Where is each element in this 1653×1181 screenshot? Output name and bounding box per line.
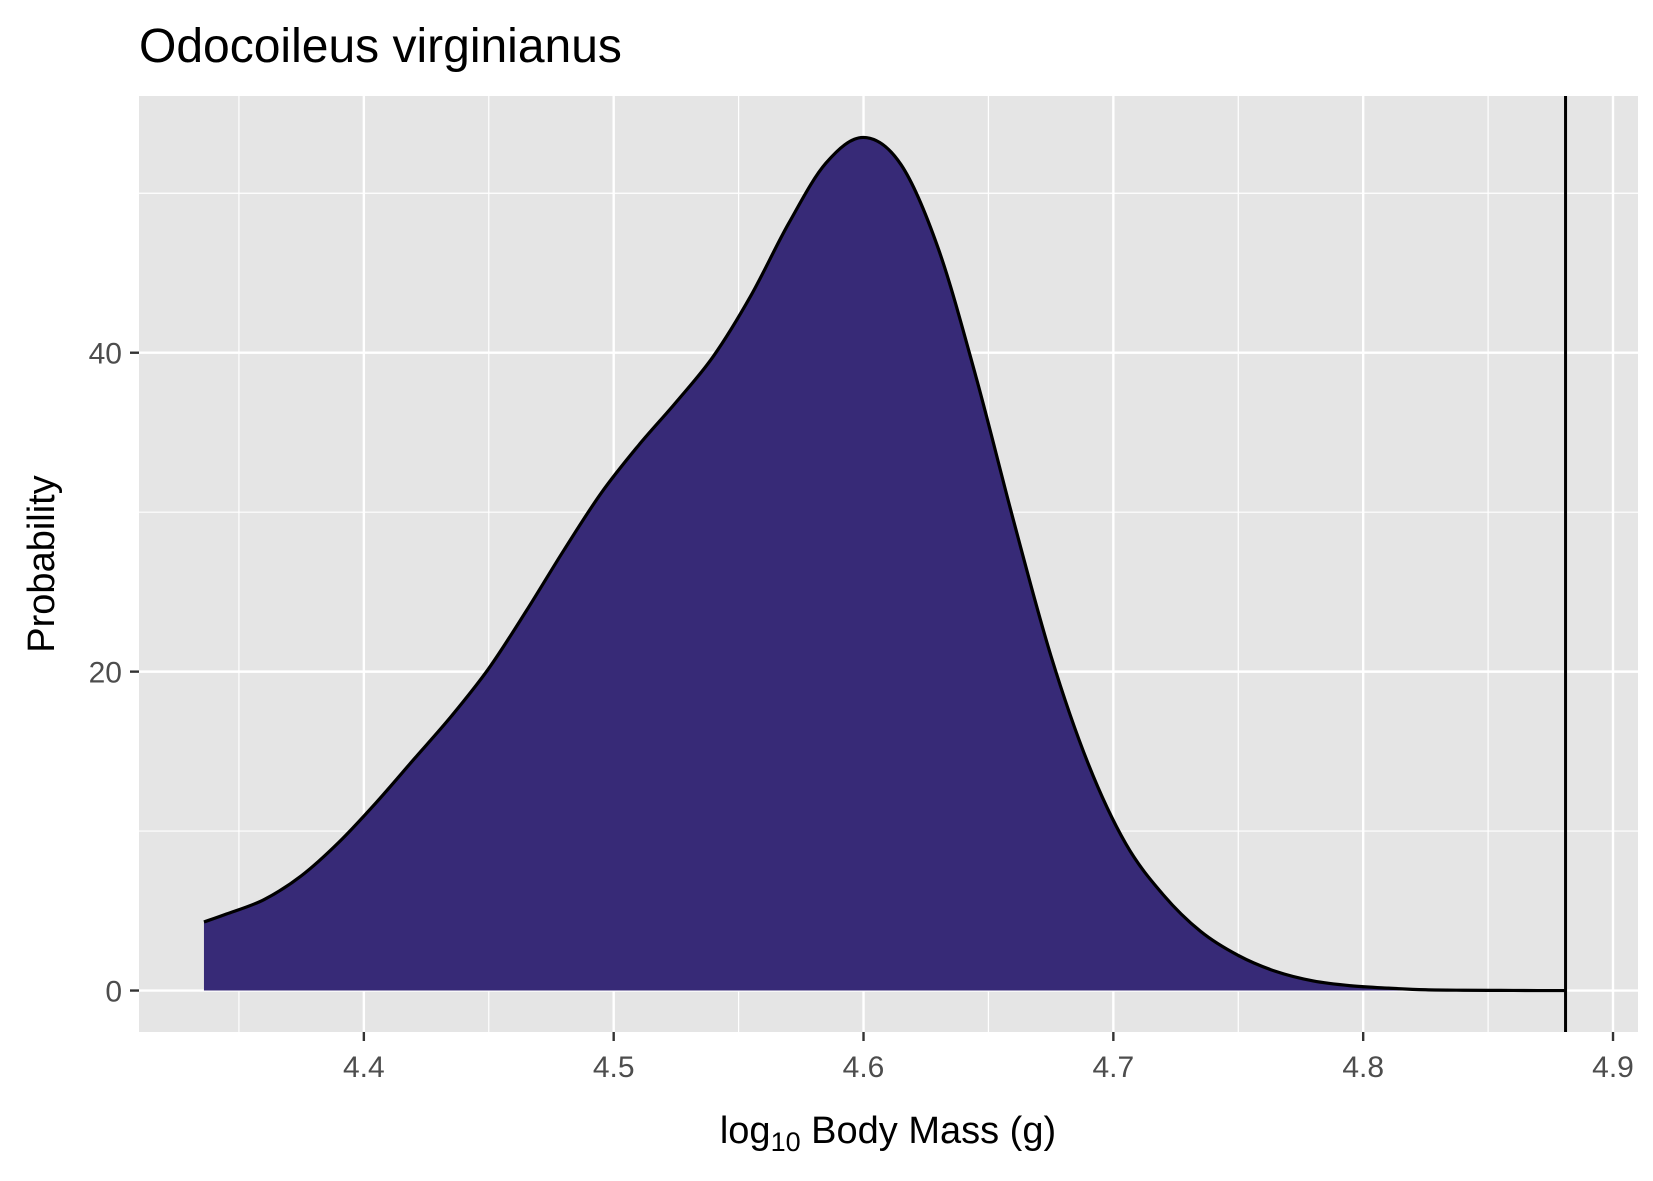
x-axis-title-prefix: log <box>720 1110 771 1152</box>
y-tick-label: 0 <box>105 976 122 1009</box>
density-area <box>203 137 1566 991</box>
density-curve <box>203 135 1566 993</box>
y-axis-title: Probability <box>21 475 63 652</box>
x-axis-title: log10 Body Mass (g) <box>720 1110 1056 1157</box>
y-axis: 0 20 40 <box>89 338 139 1009</box>
y-tick-label: 40 <box>89 338 122 371</box>
x-tick-label: 4.7 <box>1092 1051 1134 1084</box>
x-axis: 4.4 4.5 4.6 4.7 4.8 4.9 <box>343 1032 1634 1084</box>
x-tick-label: 4.4 <box>343 1051 385 1084</box>
x-tick-label: 4.9 <box>1592 1051 1634 1084</box>
x-axis-title-subscript: 10 <box>771 1127 801 1157</box>
chart-title: Odocoileus virginianus <box>139 20 622 73</box>
x-tick-label: 4.5 <box>593 1051 635 1084</box>
x-tick-label: 4.6 <box>843 1051 885 1084</box>
y-tick-label: 20 <box>89 657 122 690</box>
x-axis-title-suffix: Body Mass (g) <box>801 1110 1057 1152</box>
x-tick-label: 4.8 <box>1342 1051 1384 1084</box>
